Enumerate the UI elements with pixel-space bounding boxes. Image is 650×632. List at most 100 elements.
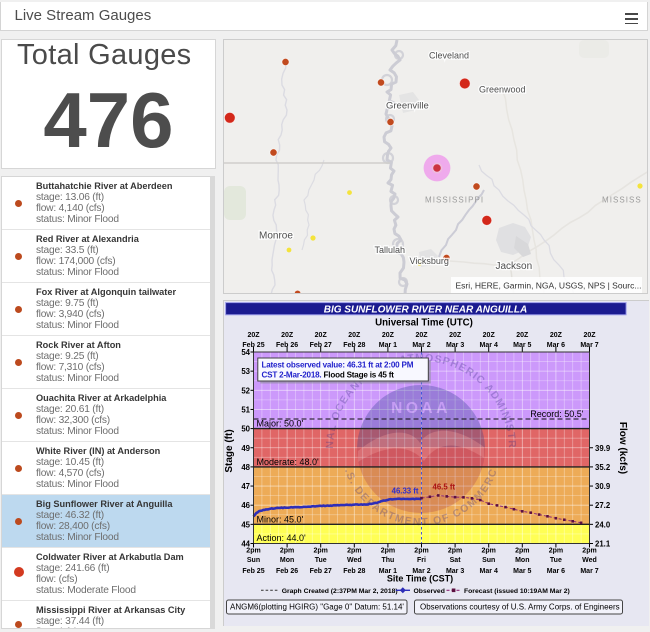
svg-text:Mar 7: Mar 7 [580,342,598,349]
svg-text:Cleveland: Cleveland [429,51,469,61]
svg-text:Tallulah: Tallulah [375,245,406,255]
svg-text:Mar 5: Mar 5 [513,342,531,349]
svg-text:Mar 3: Mar 3 [446,342,464,349]
svg-text:CST 2-Mar-2018. Flood Stage is: CST 2-Mar-2018. Flood Stage is 45 ft [262,371,395,380]
svg-text:Latest observed value: 46.31: Latest observed value: 46.31 ft at 2:00 … [262,361,414,370]
svg-text:Mar 4: Mar 4 [480,568,498,575]
svg-text:35.2: 35.2 [595,463,611,472]
svg-text:Universal Time (UTC): Universal Time (UTC) [375,318,473,329]
svg-text:Feb 27: Feb 27 [310,342,332,349]
svg-text:Feb 25: Feb 25 [242,342,264,349]
svg-text:Mon: Mon [515,557,529,564]
svg-text:24.0: 24.0 [595,520,611,529]
svg-text:Flow (kcfs): Flow (kcfs) [617,422,628,474]
svg-text:Mar 6: Mar 6 [547,342,565,349]
svg-text:Record: 50.5': Record: 50.5' [530,409,584,419]
svg-text:2pm: 2pm [347,548,361,555]
svg-text:Mar 2: Mar 2 [412,568,430,575]
svg-text:Jackson: Jackson [496,261,533,272]
svg-text:Mar 2: Mar 2 [412,342,430,349]
svg-text:Sat: Sat [450,557,462,564]
svg-text:Feb 27: Feb 27 [310,568,332,575]
svg-text:39.9: 39.9 [595,444,611,453]
svg-text:54: 54 [241,348,250,357]
svg-text:Feb 28: Feb 28 [343,568,365,575]
svg-text:53: 53 [241,367,250,376]
svg-text:Thu: Thu [381,557,394,564]
svg-text:MISSISSIPPI: MISSISSIPPI [425,196,484,205]
svg-text:Stage (ft): Stage (ft) [224,429,235,472]
svg-text:2pm: 2pm [381,548,395,555]
svg-text:27.2: 27.2 [595,501,611,510]
svg-text:MISSISS: MISSISS [602,196,642,205]
svg-text:46.5 ft: 46.5 ft [433,483,456,492]
svg-text:44: 44 [241,540,250,549]
svg-text:Feb 26: Feb 26 [276,342,298,349]
svg-text:Wed: Wed [582,557,597,564]
svg-text:20Z: 20Z [449,332,462,339]
svg-text:Mon: Mon [280,557,294,564]
svg-text:46.33 ft: 46.33 ft [392,487,419,496]
svg-text:2pm: 2pm [280,548,294,555]
svg-text:Vicksburg: Vicksburg [410,256,449,266]
svg-text:51: 51 [241,405,250,414]
svg-text:Sun: Sun [247,557,260,564]
svg-text:BIG SUNFLOWER RIVER NEAR ANGUI: BIG SUNFLOWER RIVER NEAR ANGUILLA [324,304,528,315]
svg-text:Mar 1: Mar 1 [379,342,397,349]
svg-text:2pm: 2pm [515,548,529,555]
svg-text:Tue: Tue [315,557,327,564]
svg-text:Sun: Sun [482,557,495,564]
svg-text:Wed: Wed [347,557,362,564]
svg-text:20Z: 20Z [382,332,395,339]
svg-text:Site Time (CST): Site Time (CST) [387,574,453,584]
svg-text:20Z: 20Z [516,332,529,339]
svg-text:20Z: 20Z [315,332,328,339]
svg-text:Observations courtesy of U.S.: Observations courtesy of U.S. Army Corps… [420,603,620,612]
svg-text:20Z: 20Z [415,332,428,339]
svg-text:Tue: Tue [550,557,562,564]
svg-text:Fri: Fri [417,557,426,564]
svg-text:20Z: 20Z [583,332,596,339]
svg-text:2pm: 2pm [414,548,428,555]
svg-text:46: 46 [241,501,250,510]
svg-text:2pm: 2pm [549,548,563,555]
svg-text:Major: 50.0': Major: 50.0' [257,419,304,429]
svg-text:NOAA: NOAA [391,400,451,417]
svg-text:Mar 4: Mar 4 [480,342,498,349]
svg-text:Minor: 45.0': Minor: 45.0' [257,514,304,524]
svg-text:Feb 28: Feb 28 [343,342,365,349]
svg-text:20Z: 20Z [281,332,294,339]
svg-text:20Z: 20Z [348,332,361,339]
svg-text:2pm: 2pm [582,548,596,555]
svg-text:45: 45 [241,520,250,529]
svg-text:20Z: 20Z [247,332,260,339]
svg-text:Mar 7: Mar 7 [580,568,598,575]
svg-text:Feb 26: Feb 26 [276,568,298,575]
svg-text:Mar 3: Mar 3 [446,568,464,575]
svg-text:20Z: 20Z [550,332,563,339]
svg-text:48: 48 [241,463,250,472]
svg-text:50: 50 [241,425,250,434]
svg-text:49: 49 [241,444,250,453]
svg-text:20Z: 20Z [483,332,496,339]
svg-text:21.1: 21.1 [595,540,611,549]
svg-text:2pm: 2pm [246,548,260,555]
svg-text:52: 52 [241,386,250,395]
svg-text:Moderate: 48.0': Moderate: 48.0' [257,457,320,467]
svg-text:Greenville: Greenville [386,101,429,112]
svg-text:Monroe: Monroe [259,231,293,242]
svg-text:Feb 25: Feb 25 [242,568,264,575]
svg-text:Greenwood: Greenwood [479,85,526,95]
svg-text:Action: 44.0': Action: 44.0' [257,533,307,543]
svg-text:Mar 6: Mar 6 [547,568,565,575]
svg-text:2pm: 2pm [481,548,495,555]
svg-text:Esri, HERE, Garmin, NGA, USGS,: Esri, HERE, Garmin, NGA, USGS, NPS | Sou… [456,281,642,291]
svg-text:Mar 5: Mar 5 [513,568,531,575]
svg-text:Graph Created (2:37PM Mar 2, 2: Graph Created (2:37PM Mar 2, 2018) [282,588,398,595]
svg-text:Mar 1: Mar 1 [379,568,397,575]
svg-text:ANGM6(plotting HGIRG) "Gage 0": ANGM6(plotting HGIRG) "Gage 0" Datum: 51… [230,603,404,612]
svg-text:30.9: 30.9 [595,482,611,491]
svg-text:Observed: Observed [414,588,445,595]
svg-text:2pm: 2pm [313,548,327,555]
svg-text:2pm: 2pm [448,548,462,555]
